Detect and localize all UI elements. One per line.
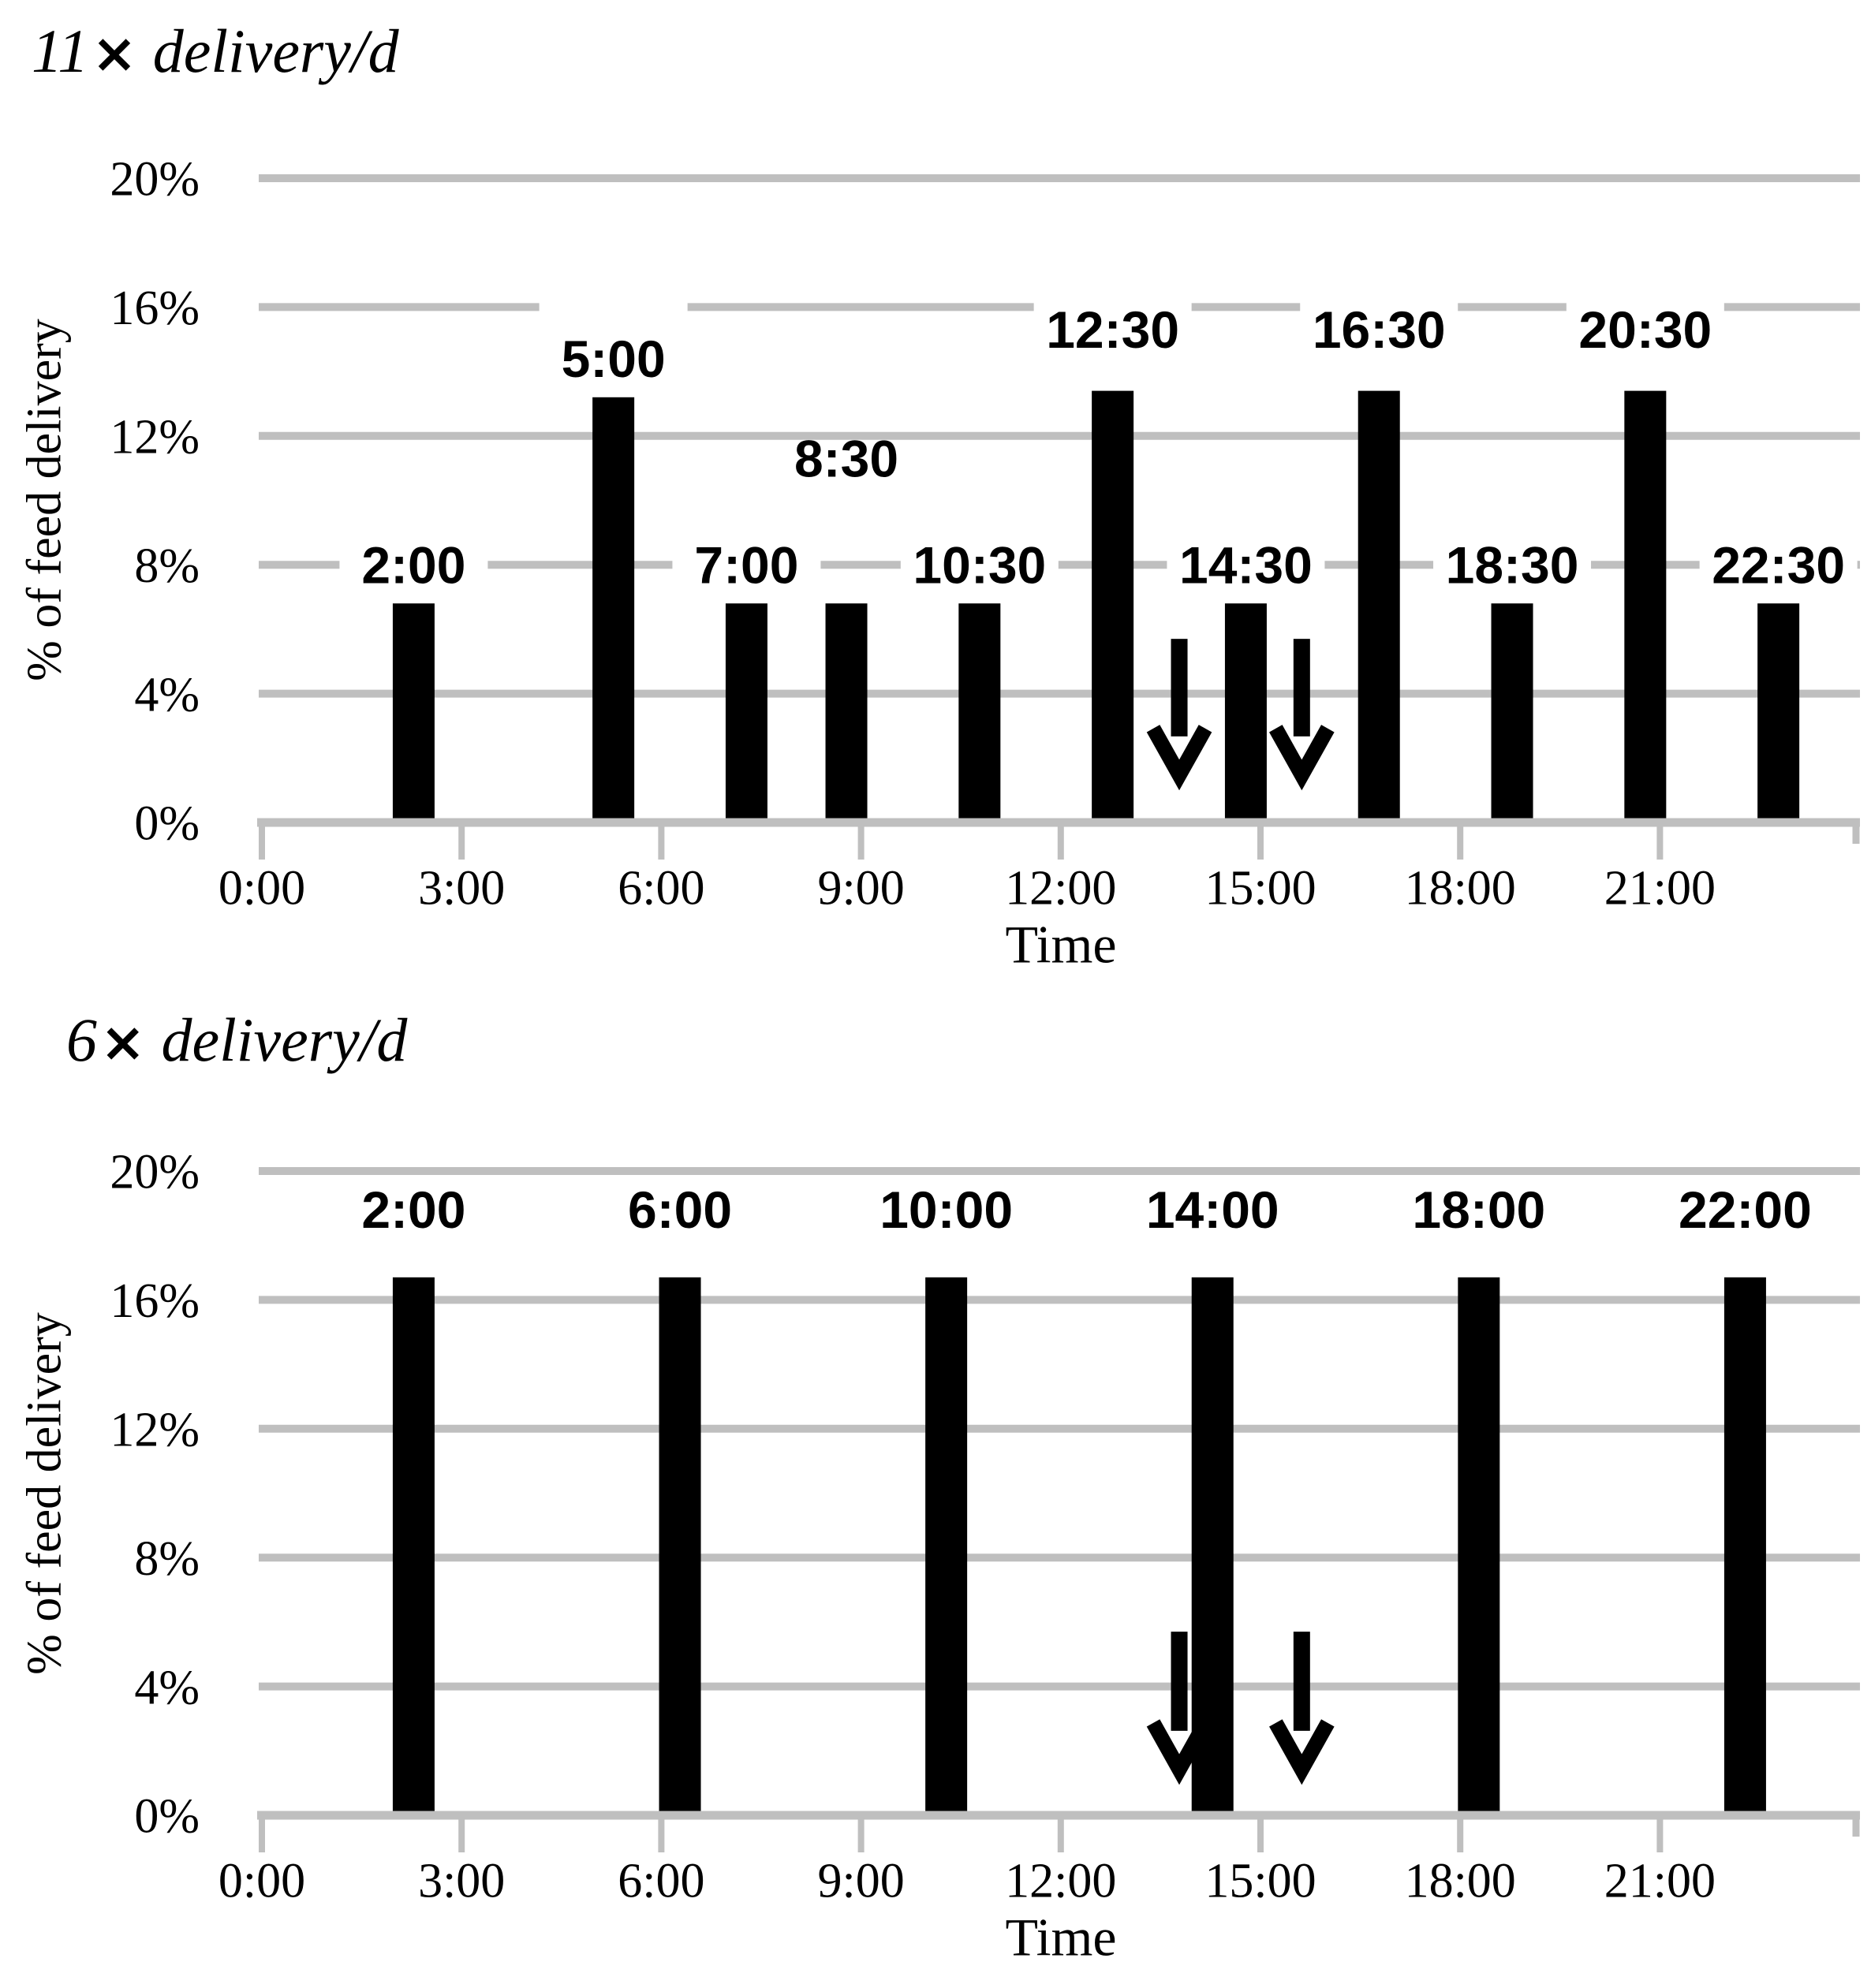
bar-18:00 [1458, 1277, 1500, 1815]
x-tick-label-9:00: 9:00 [817, 1855, 904, 1908]
y-tick-label-4%: 4% [134, 1661, 200, 1714]
bar-label-7:00: 7:00 [694, 535, 798, 594]
multiplication-sign: × [91, 22, 137, 85]
chart-title-11x: 11× delivery/d [32, 17, 399, 85]
x-axis-title-top: Time [1005, 914, 1117, 975]
x-tick-label-12:00: 12:00 [1005, 862, 1116, 916]
arrow-head [1269, 1719, 1335, 1785]
bar-22:00 [1723, 1277, 1766, 1815]
bar-label-6:00: 6:00 [628, 1180, 732, 1239]
chart-6x: 2:00 6:00 10:00 14:00 18:00 22:00 0:00 3:00 6:00… [110, 1146, 1860, 1908]
bar-label-5:00: 5:00 [562, 330, 666, 388]
arrow-head [1146, 1719, 1212, 1785]
chart-title-6x: 6× delivery/d [66, 1006, 407, 1074]
chart-11x: 2:00 5:00 7:00 8:30 10:30 12:30 14:30 16:30 18:3… [110, 153, 1860, 916]
x-tick-label-6:00: 6:00 [618, 862, 704, 916]
x-tick-label-18:00: 18:00 [1405, 862, 1516, 916]
x-tick-label-21:00: 21:00 [1604, 862, 1716, 916]
x-tick-label-3:00: 3:00 [418, 862, 505, 916]
bar-label-22:00: 22:00 [1679, 1180, 1812, 1239]
bar-label-2:00: 2:00 [361, 1180, 465, 1239]
bar-label-16:30: 16:30 [1313, 300, 1446, 359]
down-arrow-icon-1 [1146, 1632, 1212, 1785]
x-tick-label-21:00: 21:00 [1604, 1855, 1716, 1908]
bar-10:00 [925, 1277, 968, 1815]
arrow-head [1146, 725, 1212, 791]
bar-16:30 [1358, 390, 1400, 822]
x-tick-label-18:00: 18:00 [1405, 1855, 1516, 1908]
arrow-head [1269, 725, 1335, 791]
y-tick-label-12%: 12% [110, 1404, 200, 1457]
bar-label-10:00: 10:00 [879, 1180, 1013, 1239]
x-tick-label-6:00: 6:00 [618, 1855, 704, 1908]
down-arrow-icon-2 [1269, 639, 1335, 791]
bar-8:30 [825, 603, 868, 822]
bar-14:30 [1224, 603, 1267, 822]
x-axis-title-bottom: Time [1005, 1907, 1117, 1967]
bar-20:30 [1624, 390, 1667, 822]
x-tick-label-15:00: 15:00 [1204, 862, 1316, 916]
bar-6:00 [659, 1277, 701, 1815]
y-tick-label-8%: 8% [134, 539, 200, 593]
down-arrow-icon-1 [1146, 639, 1212, 791]
bar-18:30 [1491, 603, 1533, 822]
bar-label-18:00: 18:00 [1412, 1180, 1545, 1239]
y-tick-label-20%: 20% [110, 1146, 200, 1199]
y-tick-label-8%: 8% [134, 1532, 200, 1586]
bar-label-14:00: 14:00 [1146, 1180, 1279, 1239]
bar-2:00 [392, 603, 435, 822]
bar-label-22:30: 22:30 [1712, 535, 1845, 594]
bar-label-14:30: 14:30 [1179, 535, 1313, 594]
x-tick-label-3:00: 3:00 [418, 1855, 505, 1908]
bar-10:30 [958, 603, 1001, 822]
y-tick-label-20%: 20% [110, 153, 200, 207]
y-tick-label-16%: 16% [110, 1274, 200, 1328]
x-tick-label-15:00: 15:00 [1204, 1855, 1316, 1908]
down-arrow-icon-2 [1269, 1632, 1335, 1785]
bar-label-2:00: 2:00 [361, 535, 465, 594]
bar-label-8:30: 8:30 [794, 429, 898, 487]
y-tick-label-12%: 12% [110, 411, 200, 464]
title-text: delivery/d [152, 17, 399, 85]
x-tick-label-12:00: 12:00 [1005, 1855, 1116, 1908]
bar-22:30 [1757, 603, 1800, 822]
bar-label-18:30: 18:30 [1446, 535, 1579, 594]
bar-label-10:30: 10:30 [913, 535, 1046, 594]
x-tick-label-9:00: 9:00 [817, 862, 904, 916]
arrow-shaft [1171, 639, 1188, 737]
y-tick-label-4%: 4% [134, 668, 200, 722]
bar-label-12:30: 12:30 [1046, 300, 1179, 359]
y-tick-label-0%: 0% [134, 797, 200, 851]
x-tick-label-0:00: 0:00 [218, 862, 305, 916]
bar-label-20:30: 20:30 [1578, 300, 1712, 359]
y-tick-label-16%: 16% [110, 282, 200, 335]
bar-5:00 [592, 397, 635, 822]
bar-2:00 [392, 1277, 435, 1815]
title-text: delivery/d [161, 1005, 408, 1074]
bar-7:00 [725, 603, 767, 822]
title-multiplier: 6 [66, 1005, 97, 1074]
x-tick-label-0:00: 0:00 [218, 1855, 305, 1908]
arrow-shaft [1293, 1632, 1310, 1731]
title-multiplier: 11 [32, 17, 89, 85]
bar-12:30 [1092, 390, 1134, 822]
multiplication-sign: × [100, 1011, 146, 1074]
y-tick-label-0%: 0% [134, 1790, 200, 1844]
arrow-shaft [1293, 639, 1310, 737]
arrow-shaft [1171, 1632, 1188, 1731]
